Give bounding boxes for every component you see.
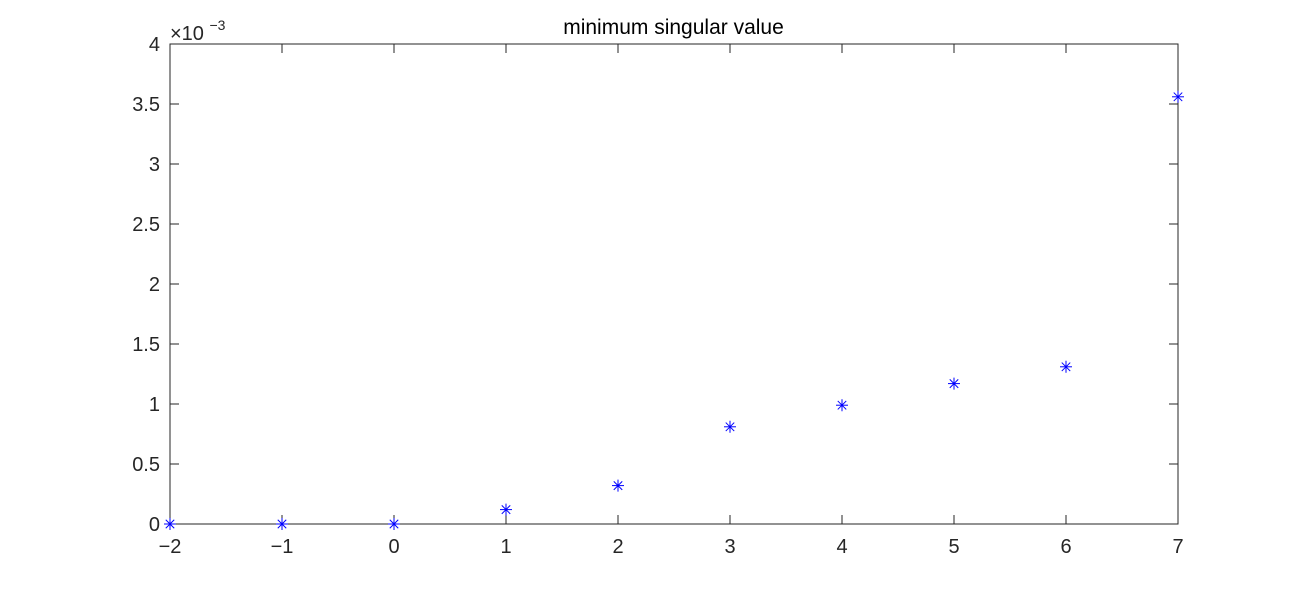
x-tick-label: 2 <box>612 536 623 558</box>
y-tick-label: 2 <box>149 274 160 296</box>
data-point <box>388 518 400 530</box>
x-tick-label: 1 <box>500 536 511 558</box>
tick-labels: −2 −1 0 1 2 3 4 5 6 7 0 0.5 1 1.5 2 2.5 3 3.5 4 <box>132 34 1183 558</box>
y-exponent-power: −3 <box>210 17 226 33</box>
y-axis-exponent: ×10 −3 <box>170 17 226 45</box>
x-tick-label: 6 <box>1060 536 1071 558</box>
svg-text:×10 −3: ×10 −3 <box>170 17 226 45</box>
data-points <box>164 90 1184 530</box>
x-tick-label: 5 <box>948 536 959 558</box>
data-point <box>612 479 624 492</box>
data-point <box>724 420 736 433</box>
data-point <box>500 503 512 516</box>
y-tick-label: 4 <box>149 34 160 56</box>
x-tick-label: −1 <box>271 536 294 558</box>
x-tick-label: 4 <box>836 536 847 558</box>
data-point <box>1060 360 1072 373</box>
data-point <box>1172 90 1184 103</box>
axes <box>169 43 1179 525</box>
tick-marks <box>169 43 1179 525</box>
y-tick-label: 0.5 <box>132 454 160 476</box>
data-point <box>948 377 960 390</box>
x-tick-label: 0 <box>388 536 399 558</box>
x-tick-label: 3 <box>724 536 735 558</box>
chart-title: minimum singular value <box>563 16 784 39</box>
y-tick-label: 0 <box>149 514 160 536</box>
y-tick-label: 2.5 <box>132 214 160 236</box>
data-point <box>164 518 176 530</box>
y-tick-label: 3.5 <box>132 94 160 116</box>
y-tick-label: 1 <box>149 394 160 416</box>
data-point <box>276 518 288 530</box>
plot-box <box>169 43 1179 525</box>
y-exponent-base: ×10 <box>170 23 204 45</box>
y-tick-label: 3 <box>149 154 160 176</box>
data-point <box>836 399 848 412</box>
x-tick-label: −2 <box>159 536 182 558</box>
x-tick-label: 7 <box>1172 536 1183 558</box>
y-tick-label: 1.5 <box>132 334 160 356</box>
